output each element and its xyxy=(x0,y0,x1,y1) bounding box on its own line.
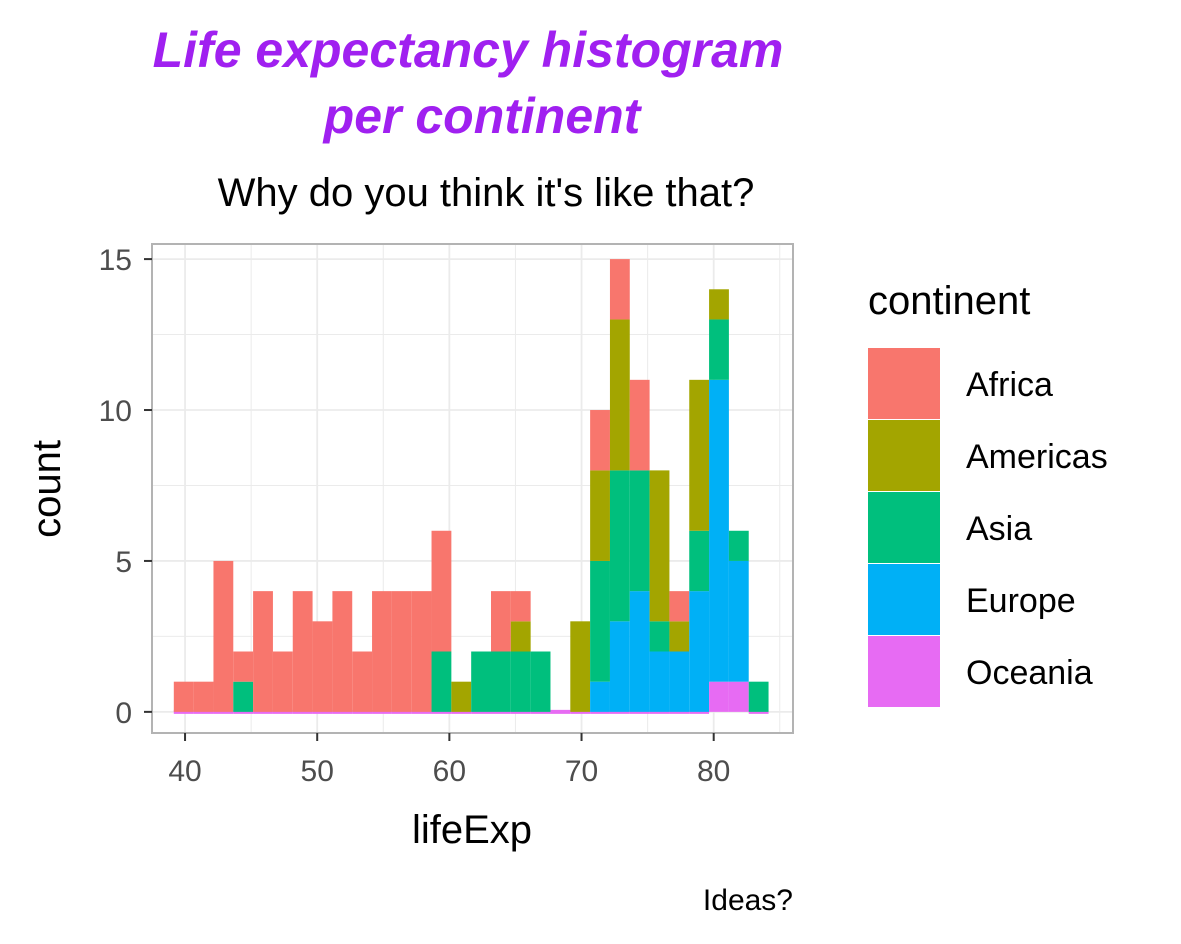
bar-africa-bin-10 xyxy=(372,591,392,712)
bar-asia-bin-23 xyxy=(629,470,650,592)
bar-asia-bin-16 xyxy=(491,651,511,712)
bar-americas-bin-17 xyxy=(510,621,531,652)
bar-americas-bin-25 xyxy=(669,621,690,652)
x-axis-title: lifeExp xyxy=(412,808,532,852)
y-tick-label: 5 xyxy=(115,546,132,579)
bar-europe-bin-21 xyxy=(590,681,610,712)
bar-europe-bin-26 xyxy=(689,591,710,712)
bar-africa-bin-5 xyxy=(272,651,293,712)
bar-asia-bin-27 xyxy=(709,319,729,380)
bar-europe-bin-24 xyxy=(649,651,670,712)
bar-americas-bin-26 xyxy=(689,379,710,531)
bar-europe-bin-27 xyxy=(709,379,729,682)
legend-label-europe: Europe xyxy=(966,582,1076,620)
y-tick-label: 15 xyxy=(99,244,132,277)
bar-europe-bin-28 xyxy=(728,560,749,682)
bar-asia-bin-22 xyxy=(609,470,630,622)
bar-asia-bin-24 xyxy=(649,621,670,652)
bar-europe-bin-23 xyxy=(629,591,650,712)
bar-africa-bin-8 xyxy=(332,591,353,712)
bar-asia-bin-26 xyxy=(689,530,710,592)
bars-layer xyxy=(173,259,769,714)
x-tick-label: 40 xyxy=(168,755,201,788)
bar-americas-bin-22 xyxy=(609,319,630,471)
ticks-layer: 40 50 60 70 80 0 5 10 15 xyxy=(99,244,731,788)
bar-africa-bin-2 xyxy=(213,560,234,712)
legend-label-americas: Americas xyxy=(966,438,1108,476)
bar-africa-bin-9 xyxy=(352,651,373,712)
bar-americas-bin-14 xyxy=(451,681,472,712)
panel-border xyxy=(151,243,794,734)
chart-title-line-2: per continent xyxy=(322,88,643,144)
bar-africa-bin-11 xyxy=(391,591,412,712)
bar-asia-bin-3 xyxy=(233,681,254,712)
bar-africa-bin-3 xyxy=(233,651,254,682)
bar-asia-bin-18 xyxy=(530,651,551,712)
bar-africa-bin-22 xyxy=(609,259,630,320)
bar-americas-bin-24 xyxy=(649,470,670,622)
bar-africa-bin-6 xyxy=(292,591,313,712)
bar-africa-bin-21 xyxy=(590,410,610,471)
chart-title-line-1: Life expectancy histogram xyxy=(153,22,784,78)
legend-key-asia xyxy=(868,492,940,563)
bar-africa-bin-0 xyxy=(173,681,194,712)
bar-asia-bin-21 xyxy=(590,560,610,682)
legend-label-africa: Africa xyxy=(966,366,1053,404)
x-tick-label: 70 xyxy=(565,755,598,788)
legend-key-americas xyxy=(868,420,940,491)
bar-africa-bin-13 xyxy=(431,530,452,652)
legend-key-europe xyxy=(868,564,940,635)
bar-asia-bin-15 xyxy=(471,651,492,712)
legend: Africa Americas Asia Europe Oceania xyxy=(868,348,1108,707)
bar-americas-bin-27 xyxy=(709,289,729,320)
bar-asia-bin-29 xyxy=(748,681,769,712)
y-tick-label: 10 xyxy=(99,395,132,428)
bar-oceania-bin-28 xyxy=(728,681,749,712)
bar-europe-bin-25 xyxy=(669,651,690,712)
bar-asia-bin-28 xyxy=(728,530,749,561)
bar-asia-bin-13 xyxy=(431,651,452,712)
bar-africa-bin-12 xyxy=(411,591,432,712)
bar-africa-bin-25 xyxy=(669,591,690,622)
y-axis-title: count xyxy=(25,440,69,538)
bar-africa-bin-4 xyxy=(253,591,273,712)
legend-key-africa xyxy=(868,348,940,419)
bar-americas-bin-20 xyxy=(570,621,591,712)
bar-africa-bin-16 xyxy=(491,591,511,652)
bar-africa-bin-17 xyxy=(510,591,531,622)
bar-americas-bin-21 xyxy=(590,470,610,561)
x-tick-label: 50 xyxy=(301,755,334,788)
bar-asia-bin-17 xyxy=(510,651,531,712)
bar-oceania-bin-27 xyxy=(709,681,729,712)
legend-title: continent xyxy=(868,279,1030,323)
bar-europe-bin-22 xyxy=(609,621,630,712)
x-tick-label: 80 xyxy=(697,755,730,788)
bar-africa-bin-7 xyxy=(312,621,333,712)
y-tick-label: 0 xyxy=(115,697,132,730)
chart-caption: Ideas? xyxy=(703,884,793,917)
legend-key-oceania xyxy=(868,636,940,707)
x-tick-label: 60 xyxy=(433,755,466,788)
legend-label-oceania: Oceania xyxy=(966,654,1093,692)
bar-africa-bin-1 xyxy=(193,681,214,712)
bar-africa-bin-23 xyxy=(629,379,650,471)
legend-label-asia: Asia xyxy=(966,510,1032,548)
chart-subtitle: Why do you think it's like that? xyxy=(218,171,755,215)
